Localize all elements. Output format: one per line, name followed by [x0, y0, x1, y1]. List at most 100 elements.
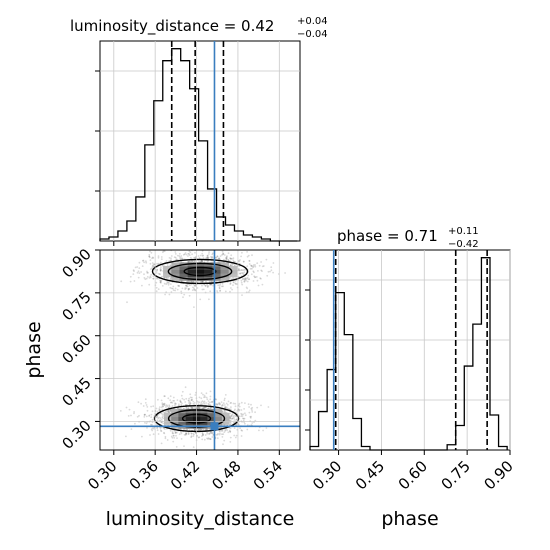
scatter-point: [183, 398, 186, 401]
scatter-point: [160, 412, 163, 415]
scatter-point: [225, 257, 227, 259]
scatter-point: [218, 257, 221, 260]
scatter-point: [160, 275, 163, 278]
scatter-point: [229, 257, 232, 259]
scatter-point: [250, 264, 252, 267]
scatter-point: [166, 439, 169, 441]
scatter-point: [165, 260, 168, 262]
scatter-point: [130, 428, 133, 430]
scatter-point: [243, 281, 246, 283]
scatter-point: [142, 259, 145, 262]
scatter-point: [224, 428, 227, 431]
scatter-point: [160, 258, 163, 261]
density-cell: [171, 269, 180, 274]
scatter-point: [241, 413, 243, 416]
scatter-point: [169, 395, 172, 398]
scatter-point: [208, 253, 210, 255]
scatter-point: [222, 443, 224, 446]
scatter-point: [201, 255, 204, 257]
scatter-point: [202, 254, 205, 257]
scatter-point: [219, 283, 222, 286]
scatter-point: [239, 259, 241, 261]
density-cell: [179, 266, 189, 270]
joint-y-ticks: 0.30 0.45 0.60 0.75 0.90: [58, 245, 100, 453]
scatter-point: [144, 421, 146, 424]
scatter-point: [211, 400, 214, 403]
scatter-point: [230, 401, 233, 404]
scatter-point: [143, 414, 146, 416]
scatter-point: [187, 433, 190, 435]
scatter-point: [127, 415, 130, 417]
scatter-point: [160, 268, 162, 271]
scatter-point: [169, 278, 172, 280]
scatter-point: [246, 276, 249, 279]
scatter-point: [133, 280, 136, 282]
scatter-point: [219, 432, 221, 435]
hist-luminosity-grid: [100, 41, 300, 241]
scatter-point: [208, 403, 210, 406]
scatter-point: [238, 423, 240, 426]
scatter-point: [218, 402, 220, 405]
scatter-point: [187, 407, 190, 410]
scatter-point: [156, 424, 158, 426]
scatter-point: [138, 267, 141, 269]
scatter-point: [231, 278, 233, 280]
scatter-point: [192, 435, 195, 437]
scatter-point: [170, 255, 173, 257]
density-cell: [178, 420, 186, 425]
scatter-point: [158, 409, 161, 412]
scatter-point: [240, 281, 243, 284]
scatter-point: [212, 434, 215, 436]
scatter-point: [172, 396, 175, 399]
density-cell: [195, 269, 205, 274]
scatter-point: [224, 406, 227, 408]
scatter-point: [200, 401, 203, 404]
scatter-point: [252, 280, 255, 282]
scatter-point: [231, 414, 233, 417]
scatter-point: [226, 429, 229, 432]
scatter-point: [242, 417, 245, 420]
scatter-point: [206, 286, 209, 289]
density-cell: [214, 416, 223, 421]
scatter-point: [262, 265, 265, 267]
scatter-point: [150, 251, 153, 254]
scatter-point: [207, 407, 210, 410]
scatter-point: [241, 278, 244, 281]
density-cell: [214, 412, 223, 418]
scatter-point: [230, 257, 232, 260]
scatter-point: [169, 286, 172, 289]
scatter-point: [251, 406, 254, 409]
scatter-point: [159, 273, 161, 275]
scatter-point: [248, 289, 251, 292]
scatter-point: [137, 270, 140, 273]
scatter-point: [207, 438, 209, 440]
scatter-point: [247, 278, 250, 281]
scatter-point: [203, 283, 206, 286]
scatter-point: [244, 278, 247, 280]
scatter-point: [132, 273, 135, 275]
scatter-point: [129, 275, 132, 278]
scatter-point: [224, 429, 227, 432]
scatter-point: [172, 289, 175, 292]
scatter-point: [155, 272, 158, 274]
scatter-point: [142, 405, 145, 407]
scatter-point: [250, 407, 253, 410]
scatter-point: [145, 404, 148, 406]
scatter-point: [171, 401, 174, 404]
scatter-point: [202, 257, 205, 259]
x-phase-tick-label-0: 0.30: [309, 457, 345, 493]
scatter-point: [206, 256, 209, 259]
scatter-point: [164, 395, 166, 398]
scatter-point: [156, 262, 158, 265]
scatter-point: [134, 422, 136, 425]
scatter-point: [265, 427, 268, 429]
scatter-point: [260, 261, 262, 263]
scatter-point: [168, 405, 171, 408]
scatter-point: [191, 406, 193, 409]
scatter-point: [161, 416, 164, 418]
scatter-point: [156, 414, 159, 417]
scatter-point: [246, 280, 249, 283]
scatter-point: [227, 252, 230, 255]
scatter-point: [248, 411, 251, 414]
scatter-point: [159, 282, 162, 284]
